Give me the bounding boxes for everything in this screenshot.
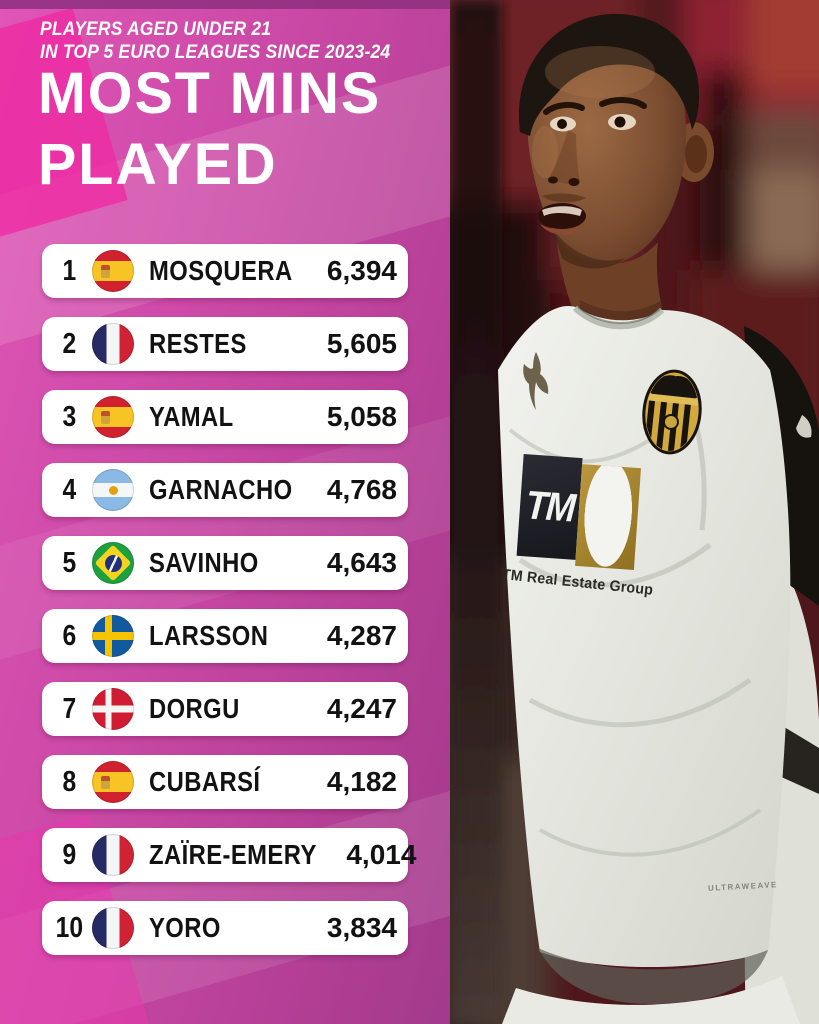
rank-number: 7 (62, 692, 77, 725)
flag-icon (92, 907, 134, 949)
title-line-1: MOST MINS (38, 61, 382, 126)
title-line-2: PLAYED (38, 132, 278, 197)
minutes-value: 4,643 (326, 547, 397, 578)
hem-shadow (538, 948, 768, 1004)
player-photo: TM TM Real Estate Group ULTRAWEAVE (450, 0, 819, 1024)
brand-logo-icon (523, 352, 549, 410)
player-illustration (450, 0, 819, 1024)
sponsor-block: TM (516, 454, 642, 570)
sponsor-tm-box: TM (516, 454, 583, 560)
minutes-value: 5,058 (326, 401, 397, 432)
rank-number: 6 (62, 619, 77, 652)
sleeve-brand-icon (796, 415, 812, 438)
table-row: 2 RESTES 5,605 (42, 317, 408, 371)
rank-number: 3 (62, 400, 77, 433)
player-name: MOSQUERA (149, 255, 293, 286)
rank-number: 10 (55, 911, 84, 944)
flag-icon (92, 615, 134, 657)
player-name: ZAÏRE-EMERY (149, 839, 317, 870)
player-name: RESTES (149, 328, 247, 359)
player-name: LARSSON (149, 620, 269, 651)
player-name: YAMAL (149, 401, 234, 432)
player-name: DORGU (149, 693, 240, 724)
minutes-value: 6,394 (326, 255, 397, 286)
table-row: 4 GARNACHO 4,768 (42, 463, 408, 517)
flag-icon (92, 250, 134, 292)
player-name: CUBARSÍ (149, 766, 261, 797)
collar-line (577, 306, 661, 324)
minutes-value: 4,287 (326, 620, 397, 651)
rank-number: 4 (62, 473, 77, 506)
subtitle: PLAYERS AGED UNDER 21 IN TOP 5 EURO LEAG… (40, 18, 421, 64)
neck-shadow (580, 300, 664, 322)
table-row: 1 MOSQUERA 6,394 (42, 244, 408, 298)
table-row: 6 LARSSON 4,287 (42, 609, 408, 663)
ranking-panel: PLAYERS AGED UNDER 21 IN TOP 5 EURO LEAG… (0, 0, 452, 1024)
rank-number: 5 (62, 546, 77, 579)
table-row: 3 YAMAL 5,058 (42, 390, 408, 444)
flag-icon (92, 323, 134, 365)
player-name: GARNACHO (149, 474, 293, 505)
table-row: 5 SAVINHO 4,643 (42, 536, 408, 590)
table-row: 8 CUBARSÍ 4,182 (42, 755, 408, 809)
subtitle-line-1: PLAYERS AGED UNDER 21 (40, 19, 272, 40)
sponsor-tm-text: TM (523, 482, 576, 531)
flag-icon (92, 688, 134, 730)
rank-number: 1 (62, 254, 77, 287)
rank-number: 8 (62, 765, 77, 798)
top-accent-bar (0, 0, 452, 9)
flag-icon (92, 834, 134, 876)
player-shorts (502, 976, 800, 1024)
player-name: YORO (149, 912, 221, 943)
player-head (518, 13, 714, 269)
player-name: SAVINHO (149, 547, 259, 578)
flag-icon (92, 469, 134, 511)
subtitle-line-2: IN TOP 5 EURO LEAGUES SINCE 2023-24 (40, 42, 391, 63)
page-title: MOST MINS PLAYED (38, 58, 385, 200)
minutes-value: 4,182 (326, 766, 397, 797)
minutes-value: 5,605 (326, 328, 397, 359)
flag-icon (92, 542, 134, 584)
flag-icon (92, 396, 134, 438)
rank-number: 2 (62, 327, 77, 360)
club-crest-icon (642, 369, 702, 455)
flag-icon (92, 761, 134, 803)
table-row: 9 ZAÏRE-EMERY 4,014 (42, 828, 416, 882)
jersey-collar (572, 305, 665, 330)
rank-number: 9 (62, 838, 77, 871)
jersey-folds (508, 379, 762, 857)
sponsor-gold-box (575, 464, 641, 570)
minutes-value: 3,834 (326, 912, 397, 943)
minutes-value: 4,247 (326, 693, 397, 724)
table-row: 10 YORO 3,834 (42, 901, 408, 955)
table-row: 7 DORGU 4,247 (42, 682, 408, 736)
ranking-list: 1 MOSQUERA 6,394 2 RESTES 5,605 3 YAMAL … (42, 244, 416, 974)
minutes-value: 4,768 (326, 474, 397, 505)
minutes-value: 4,014 (346, 839, 417, 870)
